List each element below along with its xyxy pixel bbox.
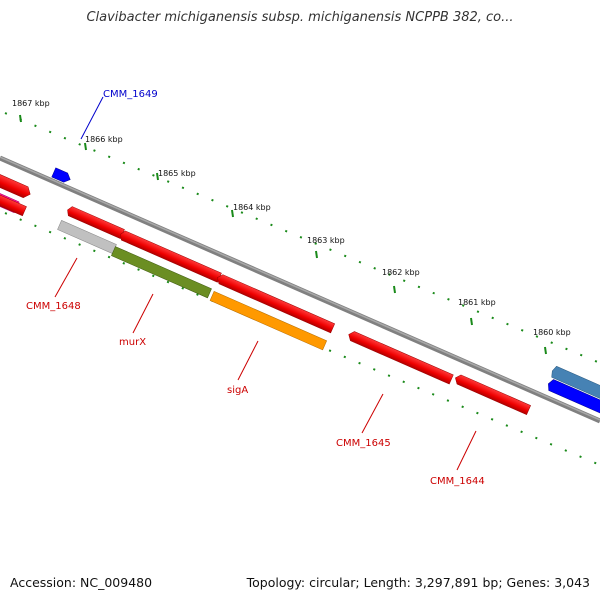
gene-label-cmm1644[interactable]: CMM_1644 [430, 476, 485, 487]
leader-cmm1645 [361, 393, 384, 434]
major-ticks [19, 114, 547, 355]
cds-cmm1649 [51, 167, 71, 183]
cds-right-steelblue [551, 365, 600, 399]
genome-backbone-highlight [0, 156, 600, 421]
reverse-strand-features [0, 191, 600, 417]
leader-cmm1644 [456, 430, 477, 471]
kbp-labels: 1867 kbp 1866 kbp 1865 kbp 1864 kbp 1863… [12, 99, 571, 337]
cds-left-red-forward [0, 167, 31, 199]
genome-backbone [0, 155, 600, 424]
cds-red-3 [217, 274, 336, 334]
gene-label-cmm1649[interactable]: CMM_1649 [103, 89, 158, 100]
cds-red-1 [67, 206, 125, 239]
kbp-label-1867: 1867 kbp [12, 99, 50, 108]
cds-murx [111, 246, 212, 299]
cds-left-red-inner [0, 191, 27, 217]
cds-red-2 [120, 230, 222, 283]
cds-siga [209, 290, 328, 351]
leader-lines [54, 96, 477, 471]
major-tick-1866 [84, 142, 87, 151]
gene-label-cmm1645[interactable]: CMM_1645 [336, 438, 391, 449]
map-title: Clavibacter michiganensis subsp. michiga… [86, 10, 514, 25]
kbp-label-1865: 1865 kbp [158, 169, 196, 178]
major-tick-1867 [19, 114, 22, 123]
cds-cmm1645 [348, 331, 454, 385]
leader-murx [132, 293, 154, 334]
inner-features [57, 220, 328, 351]
major-tick-1864 [231, 209, 234, 218]
major-tick-1861 [470, 317, 473, 326]
major-tick-1862 [393, 285, 396, 294]
forward-strand-features [0, 167, 600, 399]
genome-summary-text: Topology: circular; Length: 3,297,891 bp… [246, 575, 590, 590]
gene-label-cmm1648[interactable]: CMM_1648 [26, 301, 81, 312]
kbp-label-1863: 1863 kbp [307, 236, 345, 245]
leader-siga [237, 340, 259, 381]
kbp-label-1860: 1860 kbp [533, 328, 571, 337]
kbp-label-1861: 1861 kbp [458, 298, 496, 307]
major-tick-1863 [315, 250, 318, 259]
cds-right-blue [548, 379, 600, 417]
cds-cmm1644 [455, 374, 531, 415]
kbp-label-1866: 1866 kbp [85, 135, 123, 144]
gene-label-siga[interactable]: sigA [227, 385, 248, 396]
kbp-label-1864: 1864 kbp [233, 203, 271, 212]
major-tick-1865 [156, 172, 159, 181]
major-tick-1860 [544, 346, 547, 355]
gene-label-murx[interactable]: murX [119, 337, 146, 348]
accession-text: Accession: NC_009480 [10, 575, 153, 590]
leader-cmm1648 [54, 257, 78, 298]
gene-labels: CMM_1649 CMM_1648 murX sigA CMM_1645 CMM… [26, 89, 485, 487]
leader-cmm1649 [80, 96, 104, 140]
kbp-label-1862: 1862 kbp [382, 268, 420, 277]
